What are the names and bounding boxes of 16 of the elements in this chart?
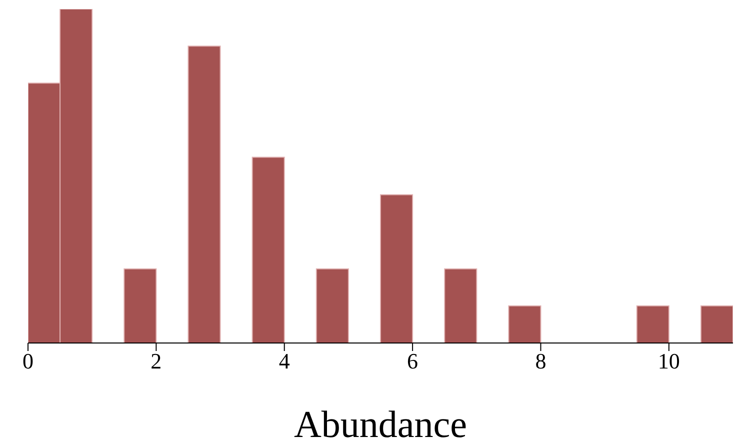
bar [316,268,349,343]
x-tick-label: 10 [658,348,680,374]
x-tick-label: 6 [407,348,418,374]
x-axis-title: Abundance [294,404,468,443]
bar [188,46,221,343]
bar [124,268,157,343]
bar [380,194,414,343]
x-tick-label: 2 [150,348,162,374]
x-tick-label: 4 [278,348,290,374]
bar [700,305,733,343]
bar [508,305,542,343]
bar [444,268,478,343]
bar [636,305,670,343]
x-tick-label: 8 [535,348,546,374]
bar [252,156,285,343]
x-tick-label: 0 [22,348,34,374]
